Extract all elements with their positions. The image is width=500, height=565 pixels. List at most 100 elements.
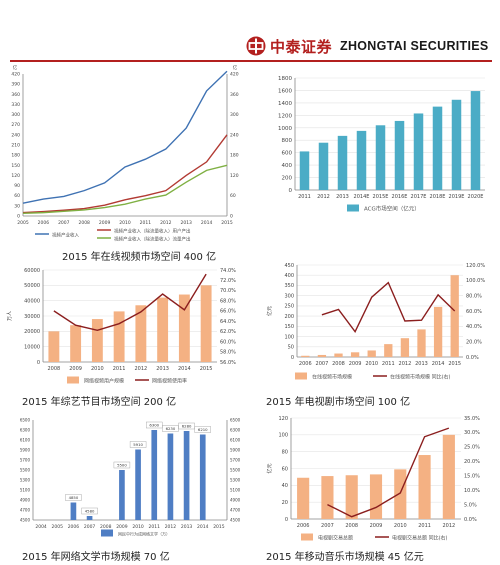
bar [135, 449, 141, 520]
y-tick-label: 1600 [278, 88, 292, 94]
header-divider [10, 60, 492, 62]
y-tick-label: 1000 [278, 126, 292, 132]
y-tick-label: 15.0% [464, 474, 480, 480]
y-axis-unit: 万人 [7, 311, 13, 321]
y-tick-label: 200 [282, 176, 293, 182]
x-tick-label: 2012 [135, 366, 148, 372]
x-tick-label: 2012 [399, 361, 412, 367]
y-tick-label: 0 [289, 188, 293, 194]
y-tick-label: 5500 [20, 468, 31, 473]
y-tick-label: 0 [17, 214, 20, 220]
series-line [22, 134, 228, 214]
y-tick-label: 60 [14, 193, 20, 199]
x-tick-label: 2015 [221, 220, 233, 226]
x-tick-label: 2007 [321, 523, 334, 529]
bar [151, 430, 158, 520]
data-label-box [65, 494, 82, 501]
x-tick-label: 2015 [448, 361, 461, 367]
bar [317, 354, 327, 357]
legend-label: 网民中行为成网络文学（万） [118, 531, 170, 537]
bar [157, 297, 169, 362]
y-tick-label: 20000 [24, 329, 40, 335]
data-label: 4850 [69, 495, 79, 500]
x-tick-label: 2005 [17, 220, 29, 226]
data-label: 6230 [166, 426, 176, 431]
x-tick-label: 2011 [298, 194, 311, 200]
bar [299, 151, 310, 190]
x-tick-label: 2007 [84, 524, 96, 530]
mobile-music-chart: 0 20 40 60 80 100 120 0.0% 5.0% 10.0% 15.0% 20.0% 25… [265, 413, 495, 543]
y-tick-label: 0 [230, 214, 233, 220]
bar [119, 470, 125, 520]
x-tick-label: 2010 [91, 366, 104, 372]
data-label: 5500 [117, 463, 127, 468]
data-label-box [194, 426, 211, 433]
series-line [321, 281, 456, 334]
bar [394, 120, 405, 190]
y-tick-label: 56.0% [220, 360, 236, 366]
x-tick-label: 2004 [35, 524, 47, 530]
legend-label: 网络视频使用率 [152, 378, 187, 385]
y-tick-label: 0 [37, 360, 40, 366]
x-tick-label: 2005 [52, 524, 64, 530]
y-tick-label: 60 [230, 193, 236, 199]
x-tick-label: 2014 [432, 361, 445, 367]
y-tick-label: 350 [284, 283, 294, 289]
legend-label: 在线视频市场规模 [312, 374, 352, 381]
legend-label: 视频产业收入（除流量收入）用户产出 [114, 228, 191, 235]
y-tick-label: 68.0% [220, 298, 236, 304]
y-tick-label: 210 [11, 143, 20, 149]
y-tick-label: 6300 [230, 428, 241, 433]
y-tick-label: 60.0% [220, 339, 236, 345]
y-tick-label: 20.0% [464, 459, 480, 465]
x-tick-label: 2011 [418, 523, 431, 529]
y-tick-label: 400 [284, 273, 294, 279]
legend-swatch [67, 376, 79, 384]
x-tick-label: 2009 [370, 523, 383, 529]
zhongtai-logo-icon [246, 36, 266, 56]
y-tick-label: 74.0% [220, 268, 236, 274]
y-tick-label: 120 [230, 173, 239, 179]
y-tick-label: 6500 [20, 418, 31, 423]
chart-svg: 0 50 100 150 200 250 300 350 400 450 0.0% 20.0% 40.0… [266, 263, 485, 381]
y-tick-label: 5300 [20, 478, 31, 483]
bar [86, 516, 93, 520]
x-tick-label: 2015 [200, 366, 213, 372]
y-tick-label: 4700 [230, 508, 241, 513]
chart-svg: 4500 4700 4900 5100 5300 5500 5700 5900 6100 6300… [20, 418, 241, 537]
data-label: 6210 [198, 427, 208, 432]
x-tick-label: 2007 [58, 220, 70, 226]
data-label-box [81, 507, 98, 515]
y-tick-label: 0.0% [464, 517, 477, 523]
y-tick-label: 180 [230, 153, 239, 159]
data-label-box [146, 421, 163, 429]
y-tick-label: 5300 [230, 478, 241, 483]
y-tick-label: 300 [284, 293, 294, 299]
legend-label: 视频产业收入（除流量收入）流量产出 [114, 236, 191, 243]
caption-variety-show: 2015 年综艺节目市场空间 200 亿 [22, 397, 177, 408]
bar [48, 331, 60, 362]
bar [70, 325, 82, 362]
x-tick-label: 2009 [99, 220, 111, 226]
y-tick-label: 6100 [20, 438, 31, 443]
bar [375, 125, 386, 190]
bar [200, 285, 212, 362]
online-video-revenue-chart: 亿 亿 0 30 60 90 120 150 180 210 240 270 300 330 360 390 4… [5, 64, 245, 244]
bar [470, 91, 481, 190]
caption-online-video: 2015 年在线视频市场空间 400 亿 [62, 252, 217, 263]
y-tick-label: 66.0% [220, 309, 236, 315]
y-tick-label: 64.0% [220, 319, 236, 325]
bar [297, 477, 310, 519]
y-tick-label: 60000 [24, 268, 40, 274]
bar [321, 476, 334, 519]
y-tick-label: 300 [230, 112, 239, 118]
bar [301, 355, 310, 357]
y-tick-label: 0 [285, 517, 288, 523]
bar [334, 353, 343, 357]
x-tick-label: 2006 [68, 524, 80, 530]
y-tick-label: 5700 [230, 458, 241, 463]
x-tick-label: 2012 [165, 524, 177, 530]
x-tick-label: 2012 [442, 523, 455, 529]
x-tick-label: 2016E [392, 194, 408, 200]
y-tick-label: 10.0% [464, 488, 480, 494]
